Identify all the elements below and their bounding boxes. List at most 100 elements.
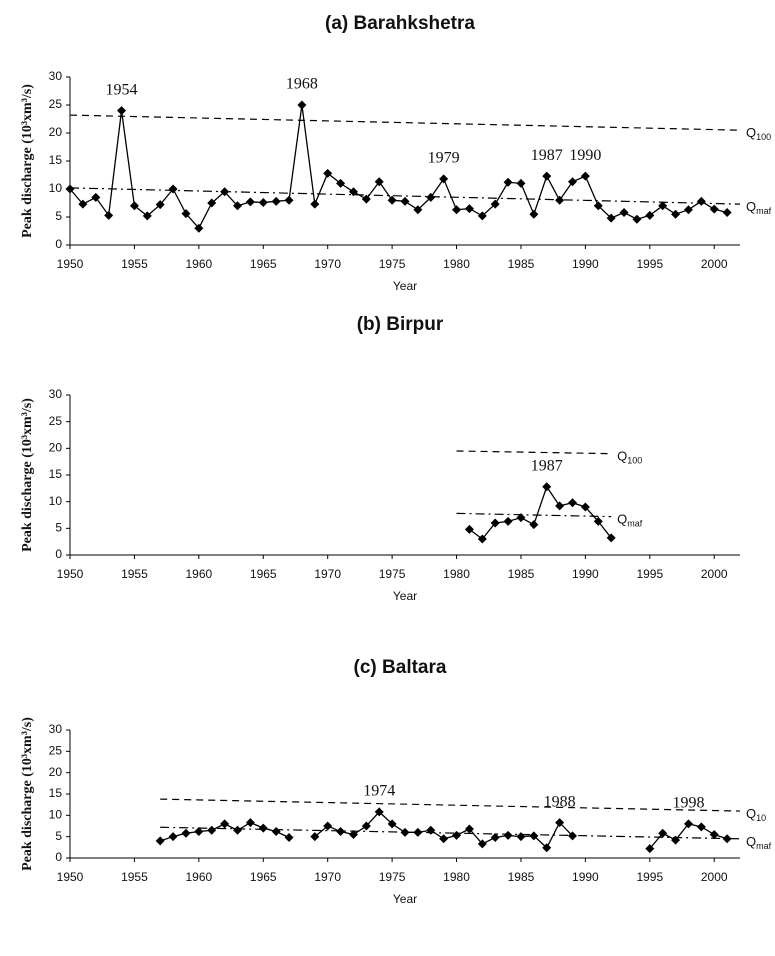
data-point <box>348 187 358 197</box>
data-point <box>155 200 165 210</box>
annotation: 1954 <box>106 81 138 98</box>
data-point <box>117 106 127 116</box>
annotation: 1987 <box>531 457 563 474</box>
reference-label-sub: maf <box>627 519 643 529</box>
reference-label: Q100 <box>617 449 642 466</box>
y-tick-label: 5 <box>55 521 62 535</box>
data-point <box>413 827 423 837</box>
y-axis-label: Peak discharge (10³xm³/s) <box>20 84 35 238</box>
data-point <box>207 825 217 835</box>
data-point <box>619 208 629 218</box>
data-point <box>168 184 178 194</box>
data-point <box>555 195 565 205</box>
x-tick-label: 1950 <box>57 257 84 271</box>
chart-title: (c) Baltara <box>354 657 447 678</box>
data-point <box>220 187 230 197</box>
data-line <box>469 485 612 540</box>
x-tick-label: 1970 <box>314 567 341 581</box>
data-point <box>142 211 152 221</box>
data-point <box>361 821 371 831</box>
data-point <box>671 835 681 845</box>
x-tick-label: 1965 <box>250 870 277 884</box>
y-tick-label: 25 <box>49 414 63 428</box>
data-point <box>477 534 487 544</box>
data-point <box>194 827 204 837</box>
reference-label-main: Q <box>746 126 756 141</box>
y-tick-label: 10 <box>49 808 63 822</box>
data-point <box>606 213 616 223</box>
data-point <box>155 836 165 846</box>
x-tick-label: 1995 <box>636 257 663 271</box>
data-point <box>683 205 693 215</box>
data-point <box>568 498 577 508</box>
annotation: 1988 <box>544 793 576 810</box>
data-point <box>529 831 539 841</box>
data-point <box>464 824 474 834</box>
reference-line <box>456 512 612 518</box>
data-point <box>207 198 217 208</box>
data-point <box>310 199 320 209</box>
data-line <box>69 104 728 230</box>
x-axis-label: Year <box>393 892 417 906</box>
x-tick-label: 1955 <box>121 257 148 271</box>
y-tick-label: 15 <box>49 467 63 481</box>
y-tick-label: 25 <box>49 744 63 758</box>
data-point <box>529 520 539 530</box>
x-tick-label: 1990 <box>572 870 599 884</box>
x-tick-label: 1980 <box>443 567 470 581</box>
annotation: 1979 <box>428 150 460 167</box>
data-point <box>194 223 204 233</box>
data-point <box>709 204 719 214</box>
data-point <box>233 825 242 835</box>
y-tick-label: 0 <box>55 547 62 561</box>
data-point <box>284 833 294 843</box>
x-tick-label: 1950 <box>57 567 84 581</box>
data-point <box>452 205 462 215</box>
data-point <box>348 830 358 840</box>
y-tick-label: 10 <box>49 494 63 508</box>
x-axis-label: Year <box>393 279 417 293</box>
data-point <box>400 827 410 837</box>
x-tick-label: 1990 <box>572 257 599 271</box>
y-tick-label: 0 <box>55 237 62 251</box>
data-point <box>580 502 590 512</box>
y-tick-label: 5 <box>55 829 62 843</box>
data-point <box>593 516 603 526</box>
data-point <box>258 197 268 207</box>
data-point <box>490 199 500 209</box>
data-point <box>464 524 474 534</box>
reference-label: Q100 <box>746 126 771 143</box>
reference-label-main: Q <box>746 807 756 822</box>
reference-line <box>456 450 612 455</box>
data-point <box>413 205 423 215</box>
data-point <box>336 827 346 837</box>
x-tick-label: 1970 <box>314 257 341 271</box>
data-point <box>593 201 603 211</box>
data-point <box>181 209 191 219</box>
y-tick-label: 30 <box>49 69 63 83</box>
y-tick-label: 5 <box>55 209 62 223</box>
x-tick-label: 1965 <box>250 567 277 581</box>
x-tick-label: 1995 <box>636 870 663 884</box>
data-point <box>374 807 384 817</box>
data-point <box>361 194 371 204</box>
data-point <box>323 821 333 831</box>
y-tick-label: 15 <box>49 786 63 800</box>
y-axis-label: Peak discharge (10³xm³/s) <box>20 398 35 552</box>
data-point <box>258 823 268 833</box>
x-tick-label: 1980 <box>443 870 470 884</box>
reference-label-main: Q <box>617 449 627 464</box>
y-tick-label: 30 <box>49 722 63 736</box>
data-point <box>426 192 436 202</box>
data-point <box>452 830 462 840</box>
x-tick-label: 2000 <box>701 257 728 271</box>
data-point <box>645 210 655 220</box>
data-point <box>245 197 255 207</box>
y-tick-label: 10 <box>49 181 63 195</box>
data-point <box>245 818 255 828</box>
data-point <box>722 834 732 844</box>
y-tick-label: 20 <box>49 765 63 779</box>
data-point <box>658 828 668 838</box>
data-point <box>374 177 384 187</box>
